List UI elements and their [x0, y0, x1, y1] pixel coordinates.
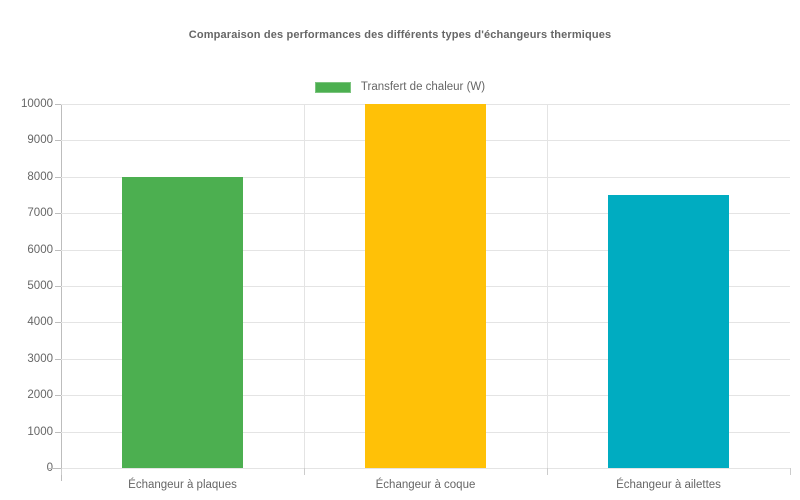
y-axis-tick-mark	[55, 213, 61, 215]
gridline-vertical	[547, 104, 548, 468]
y-axis-line	[61, 104, 62, 481]
x-axis-category-label: Échangeur à ailettes	[616, 479, 721, 491]
y-axis-tick-label: 7000	[27, 207, 53, 220]
y-axis-tick-mark	[55, 249, 61, 251]
bar[interactable]	[122, 176, 243, 468]
gridline-horizontal	[61, 468, 790, 469]
y-axis-tick-label: 0	[1, 462, 53, 474]
chart-title: Comparaison des performances des différe…	[188, 29, 612, 41]
y-axis-tick-mark	[55, 468, 61, 469]
y-axis-tick-mark	[55, 431, 61, 433]
bar[interactable]	[608, 195, 729, 468]
y-axis-tick-mark	[55, 322, 61, 324]
legend-item-label: Transfert de chaleur (W)	[360, 81, 486, 93]
y-axis-tick-label: 9000	[27, 134, 53, 147]
x-axis-tick-mark	[547, 468, 548, 475]
y-axis-tick-label: 5000	[27, 280, 53, 292]
y-axis-tick-labels: 0 1000 2000 3000 4000 5000 6000 7000 8000 9000 100…	[0, 0, 53, 500]
y-axis-tick-label: 8000	[27, 170, 53, 183]
y-axis-tick-mark	[55, 395, 61, 397]
y-axis-tick-label: 10000	[21, 98, 53, 110]
y-axis-tick-mark	[55, 358, 61, 360]
y-axis-tick-mark	[55, 104, 61, 105]
bar[interactable]	[365, 104, 486, 468]
plot-area	[61, 104, 790, 469]
chart-legend: Transfert de chaleur (W)	[0, 81, 800, 93]
x-axis-category-label: Échangeur à plaques	[128, 479, 237, 491]
y-axis-tick-mark	[55, 176, 61, 178]
y-axis-tick-label: 4000	[27, 316, 53, 329]
gridline-vertical	[304, 104, 305, 468]
y-axis-tick-label: 3000	[27, 352, 53, 365]
x-axis-tick-mark	[61, 468, 62, 475]
y-axis-tick-label: 1000	[27, 425, 53, 438]
x-axis-tick-mark	[790, 468, 791, 475]
y-axis-tick-label: 2000	[27, 389, 53, 402]
x-axis-tick-mark	[304, 468, 305, 475]
y-axis-tick-mark	[55, 140, 61, 142]
x-axis-category-label: Échangeur à coque	[375, 479, 476, 491]
y-axis-tick-mark	[55, 286, 61, 287]
legend-item-transfert-de-chaleur[interactable]: Transfert de chaleur (W)	[314, 81, 486, 93]
y-axis-tick-label: 6000	[27, 243, 53, 256]
legend-color-swatch-icon	[314, 81, 351, 93]
